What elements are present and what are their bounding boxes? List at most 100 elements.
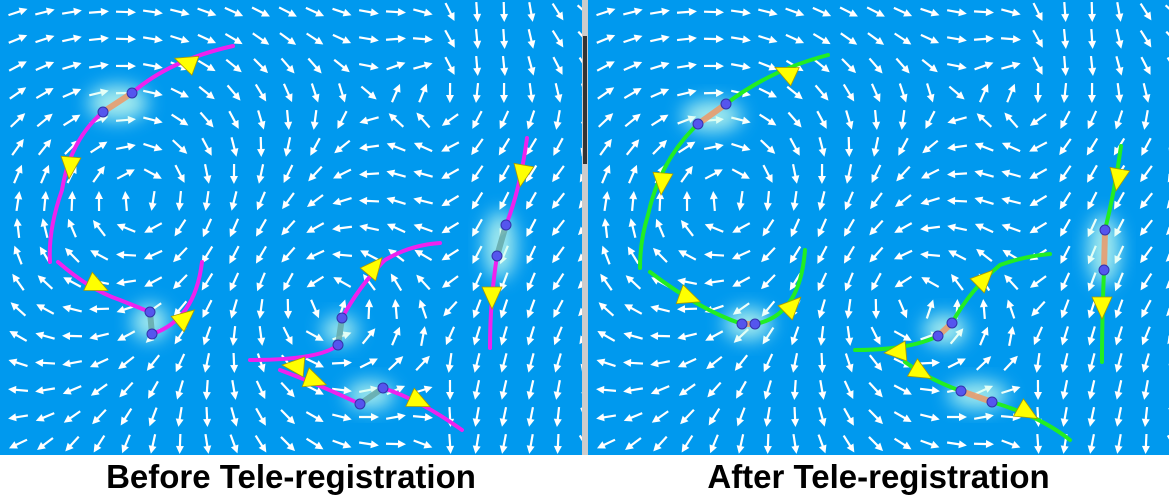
direction-arrow-icon <box>301 367 328 388</box>
field-arrow <box>88 34 109 43</box>
field-arrow <box>14 191 23 212</box>
field-arrow <box>391 326 401 346</box>
field-arrow <box>90 141 108 154</box>
divider-handle[interactable] <box>583 36 587 164</box>
field-arrow <box>202 352 211 373</box>
field-arrow <box>625 275 642 290</box>
field-arrow <box>229 434 239 454</box>
field-arrow <box>596 385 617 394</box>
field-arrow <box>790 190 799 211</box>
field-arrow <box>839 6 858 17</box>
field-arrow <box>925 110 936 129</box>
field-arrow <box>116 223 136 233</box>
field-arrow <box>577 280 582 289</box>
field-arrow <box>527 1 536 22</box>
field-arrow <box>553 406 562 427</box>
field-arrow <box>175 433 184 454</box>
field-arrow <box>444 2 455 21</box>
direction-arrow-icon <box>359 256 383 282</box>
field-arrow <box>597 87 615 100</box>
field-arrow <box>89 332 109 341</box>
field-arrow <box>1029 168 1048 179</box>
field-arrow <box>283 272 294 291</box>
field-arrow <box>1114 299 1124 319</box>
field-arrow <box>148 433 157 454</box>
field-arrow <box>173 300 188 317</box>
field-arrow <box>650 359 671 368</box>
field-arrow <box>306 32 324 45</box>
field-arrow <box>872 109 881 130</box>
field-arrow <box>256 272 266 292</box>
field-arrow <box>577 30 582 38</box>
field-arrow <box>527 29 536 49</box>
field-arrow <box>576 4 582 11</box>
field-arrow <box>473 55 482 76</box>
field-arrow <box>143 142 163 152</box>
field-arrow <box>650 61 670 71</box>
field-arrow <box>947 196 968 205</box>
direction-arrow-icon <box>675 284 702 305</box>
field-arrow <box>1141 137 1152 156</box>
field-arrow <box>790 379 799 400</box>
field-arrow <box>551 219 566 236</box>
field-arrow <box>441 194 460 207</box>
field-arrow <box>37 437 54 451</box>
field-arrow <box>229 272 240 292</box>
curve-after <box>648 270 744 326</box>
endpoint-marker <box>986 396 998 408</box>
field-arrow <box>332 439 352 449</box>
field-arrow <box>946 35 967 44</box>
field-arrow <box>709 434 719 454</box>
field-arrow <box>1003 355 1018 372</box>
field-arrow <box>623 331 643 340</box>
field-arrow <box>1140 246 1153 264</box>
field-arrow <box>332 224 353 233</box>
field-arrow <box>67 218 77 238</box>
field-arrow <box>1165 30 1169 37</box>
field-arrow <box>554 83 563 103</box>
field-arrow <box>578 56 582 64</box>
field-arrow <box>1029 221 1048 234</box>
field-arrow <box>500 55 509 76</box>
field-arrow <box>256 298 265 319</box>
field-arrow <box>1060 326 1069 346</box>
field-arrow <box>1059 191 1072 210</box>
field-arrow <box>413 223 433 233</box>
field-arrow <box>305 249 325 260</box>
field-arrow <box>148 407 158 427</box>
field-arrow <box>472 353 481 373</box>
direction-arrow-icon <box>405 387 431 408</box>
field-arrow <box>499 380 508 400</box>
field-arrow <box>946 62 967 71</box>
field-arrow <box>791 406 800 427</box>
field-arrow <box>385 34 406 43</box>
field-arrow <box>1060 82 1069 103</box>
direction-arrow-icon <box>83 271 109 292</box>
field-arrow <box>844 272 854 292</box>
field-arrow <box>142 35 163 44</box>
field-arrow <box>920 250 941 259</box>
field-arrow <box>35 87 54 99</box>
field-arrow <box>1087 433 1096 454</box>
field-arrow <box>976 113 993 128</box>
field-arrow <box>601 164 611 184</box>
field-arrow <box>920 197 940 206</box>
field-arrow <box>1139 192 1154 209</box>
field-arrow <box>553 433 562 454</box>
panel-divider[interactable] <box>582 0 588 455</box>
field-arrow <box>628 218 637 238</box>
field-arrow <box>170 34 190 44</box>
field-arrow <box>1114 272 1124 292</box>
field-arrow <box>526 191 537 210</box>
field-arrow <box>894 32 912 45</box>
field-arrow <box>973 412 994 421</box>
field-arrow <box>445 82 454 103</box>
field-arrow <box>119 381 134 398</box>
field-arrow <box>225 58 242 73</box>
field-arrow <box>116 169 135 180</box>
field-arrow <box>844 298 853 319</box>
field-arrow <box>36 113 53 128</box>
endpoint-marker <box>377 382 389 394</box>
field-arrow <box>173 274 188 290</box>
field-arrow <box>1087 110 1098 130</box>
